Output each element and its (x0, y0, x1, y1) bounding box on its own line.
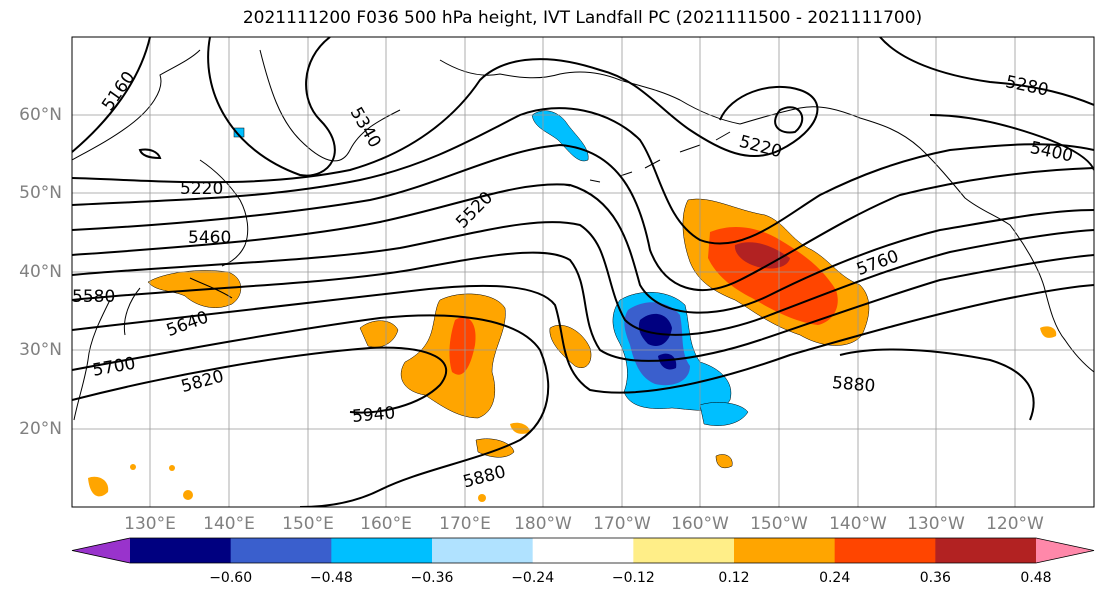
colorbar-tick-label: −0.12 (611, 570, 655, 586)
lat-label: 20°N (19, 419, 62, 439)
colorbar-bin (331, 538, 433, 563)
lon-label: 160°W (671, 514, 729, 534)
lat-label: 40°N (19, 262, 62, 282)
map-title: 2021111200 F036 500 hPa height, IVT Land… (242, 8, 923, 28)
colorbar-extend-max (1036, 538, 1094, 563)
colorbar-bin (633, 538, 735, 563)
lon-label: 160°E (360, 514, 412, 534)
colorbar-tick-label: −0.24 (511, 570, 555, 586)
lon-label: 140°W (829, 514, 887, 534)
lat-label: 30°N (19, 340, 62, 360)
contour-label: 5580 (72, 287, 115, 307)
lon-label: 120°W (986, 514, 1044, 534)
map-frame (71, 36, 1095, 508)
colorbar-bin (734, 538, 836, 563)
colorbar-tick-label: 0.12 (718, 570, 750, 586)
lon-label: 170°W (593, 514, 651, 534)
contour-label: 5940 (351, 403, 396, 427)
lon-label: 150°W (750, 514, 808, 534)
colorbar-extend-min (72, 538, 130, 563)
lon-label: 130°E (124, 514, 176, 534)
colorbar-bin (432, 538, 534, 563)
colorbar-bin (532, 538, 634, 563)
colorbar-outline (71, 537, 1095, 564)
colorbar-tick-label: −0.36 (410, 570, 454, 586)
coastlines (72, 49, 1094, 421)
lat-label: 60°N (19, 105, 62, 125)
lat-label: 50°N (19, 183, 62, 203)
colorbar-tick-label: −0.48 (309, 570, 353, 586)
lon-label: 170°E (439, 514, 491, 534)
colorbar-tick-label: 0.48 (1020, 570, 1052, 586)
colorbar (71, 537, 1095, 564)
lon-label: 180°W (514, 514, 572, 534)
contour-label: 5880 (831, 373, 876, 397)
contour-label: 5220 (180, 179, 223, 199)
colorbar-bin (230, 538, 332, 563)
colorbar-bin (130, 538, 232, 563)
lon-label: 140°E (203, 514, 255, 534)
height-contours (72, 37, 1094, 507)
colorbar-tick-label: −0.60 (209, 570, 253, 586)
colorbar-tick-label: 0.36 (919, 570, 951, 586)
colorbar-tick-label: 0.24 (819, 570, 851, 586)
lon-label: 130°W (907, 514, 965, 534)
colorbar-tick-label: 0.60 (1102, 570, 1105, 586)
colorbar-bin (935, 538, 1037, 563)
colorbar-bin (834, 538, 936, 563)
lon-label: 150°E (282, 514, 334, 534)
contour-label: 5460 (188, 228, 231, 248)
